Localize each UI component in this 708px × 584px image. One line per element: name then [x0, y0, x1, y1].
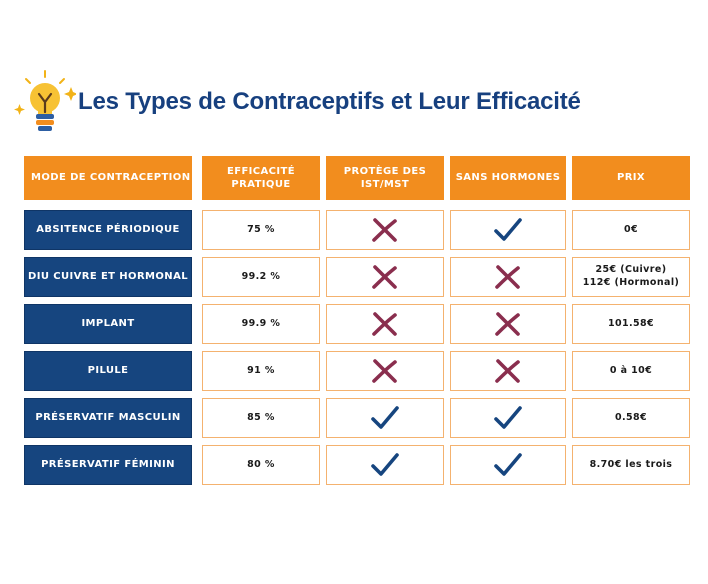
price-cell: 8.70€ les trois: [572, 445, 690, 485]
method-cell: PRÉSERVATIF MASCULIN: [24, 398, 192, 438]
method-cell: PRÉSERVATIF FÉMININ: [24, 445, 192, 485]
sti-protection-cell: [326, 445, 444, 485]
price-cell: 0 à 10€: [572, 351, 690, 391]
page-title: Les Types de Contraceptifs et Leur Effic…: [78, 88, 581, 115]
cross-icon: [372, 359, 397, 383]
sti-protection-cell: [326, 304, 444, 344]
efficacy-cell: 75 %: [202, 210, 320, 250]
price-cell: 101.58€: [572, 304, 690, 344]
method-cell: ABSITENCE PÉRIODIQUE: [24, 210, 192, 250]
method-cell: IMPLANT: [24, 304, 192, 344]
cross-icon: [495, 312, 520, 336]
cross-icon: [372, 312, 397, 336]
lightbulb-icon: [14, 70, 76, 131]
checkmark-icon: [494, 406, 522, 429]
cross-icon: [495, 265, 520, 289]
method-cell: DIU CUIVRE ET HORMONAL: [24, 257, 192, 297]
price-cell: 0.58€: [572, 398, 690, 438]
checkmark-icon: [371, 406, 399, 429]
cross-icon: [372, 265, 397, 289]
checkmark-icon: [494, 218, 522, 241]
header: Les Types de Contraceptifs et Leur Effic…: [14, 68, 694, 138]
cross-icon: [495, 359, 520, 383]
efficacy-cell: 80 %: [202, 445, 320, 485]
checkmark-icon: [371, 453, 399, 476]
column-header: SANS HORMONES: [450, 156, 566, 200]
cross-icon: [372, 218, 397, 242]
price-cell: 25€ (Cuivre) 112€ (Hormonal): [572, 257, 690, 297]
efficacy-cell: 85 %: [202, 398, 320, 438]
sti-protection-cell: [326, 351, 444, 391]
sti-protection-cell: [326, 257, 444, 297]
efficacy-cell: 99.2 %: [202, 257, 320, 297]
sti-protection-cell: [326, 210, 444, 250]
hormone-free-cell: [450, 445, 566, 485]
checkmark-icon: [494, 453, 522, 476]
price-cell: 0€: [572, 210, 690, 250]
hormone-free-cell: [450, 304, 566, 344]
hormone-free-cell: [450, 398, 566, 438]
column-header: MODE DE CONTRACEPTION: [24, 156, 192, 200]
column-header: PRIX: [572, 156, 690, 200]
column-header: PROTÈGE DES IST/MST: [326, 156, 444, 200]
hormone-free-cell: [450, 210, 566, 250]
method-cell: PILULE: [24, 351, 192, 391]
hormone-free-cell: [450, 351, 566, 391]
sti-protection-cell: [326, 398, 444, 438]
efficacy-cell: 99.9 %: [202, 304, 320, 344]
efficacy-cell: 91 %: [202, 351, 320, 391]
hormone-free-cell: [450, 257, 566, 297]
column-header: EFFICACITÉ PRATIQUE: [202, 156, 320, 200]
